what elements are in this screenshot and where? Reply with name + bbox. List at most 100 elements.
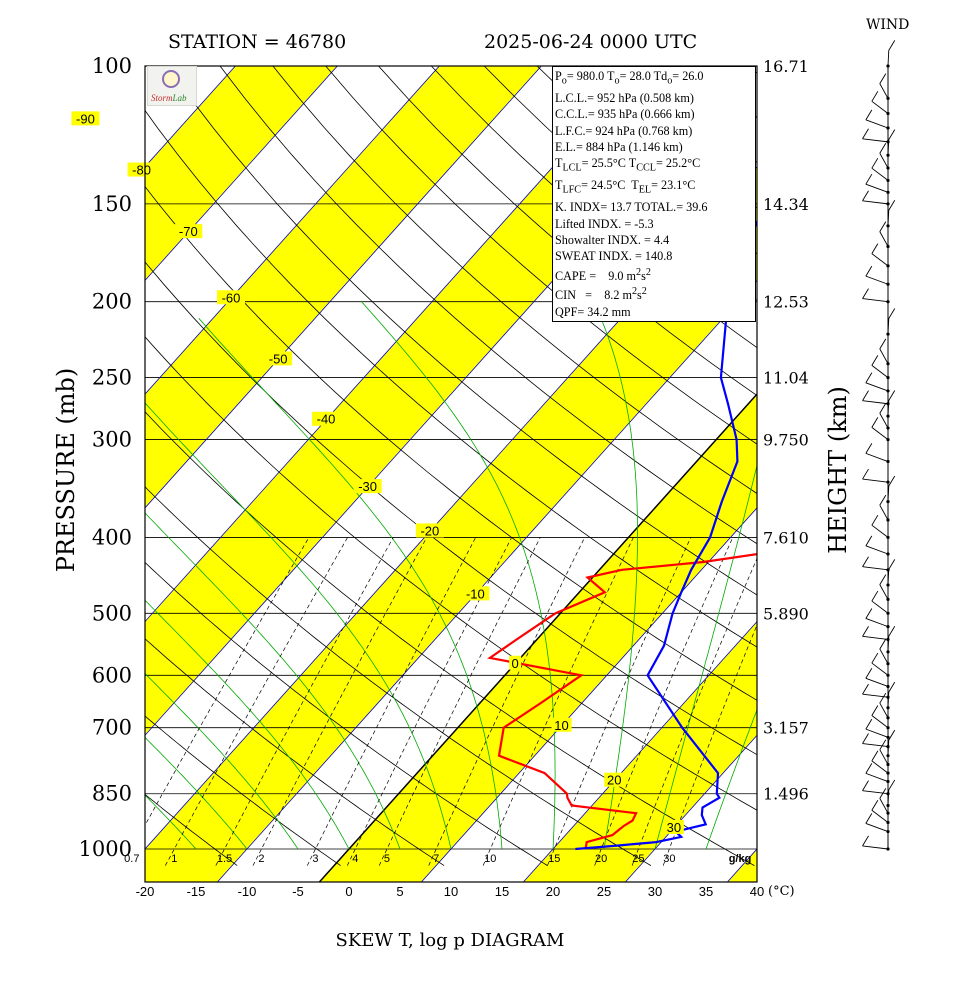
- wind-level-dot: [886, 684, 890, 689]
- wind-barb-feather: [865, 813, 873, 824]
- temperature-tick-label: -15: [187, 884, 206, 899]
- wind-barb-feather: [862, 733, 869, 744]
- mixing-ratio-label: 1: [171, 853, 177, 865]
- lfc-value: L.F.C.= 924 hPa (0.768 km): [555, 123, 693, 138]
- ccl-value: C.C.L.= 935 hPa (0.666 km): [555, 107, 695, 122]
- wind-barb-feather: [871, 417, 879, 428]
- mixing-ratio-line: [215, 537, 394, 866]
- wind-barb-feather: [871, 652, 879, 664]
- seal-icon: [162, 70, 180, 88]
- wind-barb-feather: [862, 288, 869, 299]
- wind-barb-feather: [888, 40, 896, 51]
- wind-barb-feather: [862, 556, 869, 567]
- wind-barb: [887, 692, 890, 708]
- temperature-band: [145, 166, 757, 882]
- wind-level-dot: [886, 552, 890, 556]
- wind-barb-feather: [862, 835, 869, 847]
- height-tick-label: 5.890: [763, 604, 809, 623]
- wind-barb-feather: [888, 200, 896, 211]
- isotherm-label-bg: [461, 586, 490, 601]
- wind-barb-feather: [862, 626, 869, 637]
- wind-barb: [862, 790, 889, 795]
- wind-level-dot: [886, 583, 890, 587]
- moist-adiabat-line: [654, 463, 757, 850]
- isotherm-label: 30: [667, 820, 681, 835]
- isotherm-label: 0: [512, 656, 519, 671]
- wind-barb: [879, 83, 889, 99]
- temperature-tick-label: 10: [444, 884, 458, 899]
- dry-adiabat-line: [166, 66, 757, 596]
- wind-barb-feather: [888, 729, 896, 741]
- wind-barb-feather: [871, 514, 879, 526]
- temperature-tick-label: 15: [495, 884, 509, 899]
- mixing-ratio-label: 10: [484, 853, 496, 865]
- isotherm-label: 10: [554, 718, 568, 733]
- height-tick-label: 1.496: [763, 785, 809, 804]
- surface-values: Po= 980.0 To= 28.0 Tdo= 26.0: [555, 69, 704, 87]
- wind-barb-feather: [879, 403, 887, 414]
- wind-level-dot: [886, 745, 890, 749]
- sweat-index: SWEAT INDX. = 140.8: [555, 249, 673, 264]
- wind-barb: [865, 772, 889, 782]
- wind-barb: [887, 569, 890, 585]
- wind-level-dot: [886, 568, 890, 572]
- wind-barb: [865, 119, 889, 129]
- wind-barb-feather: [888, 475, 896, 487]
- wind-barb: [871, 760, 889, 774]
- showalter-index: Showalter INDX. = 4.4: [555, 232, 670, 247]
- isotherm-line: [145, 66, 440, 395]
- wind-barb: [871, 167, 889, 181]
- isotherm-line: [522, 620, 757, 882]
- mixing-ratio-line: [631, 557, 757, 866]
- isotherm-line: [145, 66, 542, 509]
- wind-barb: [887, 485, 890, 502]
- wind-barb: [862, 400, 889, 405]
- dry-adiabat-line: [145, 186, 757, 701]
- wind-barb: [879, 153, 889, 169]
- wind-barb: [862, 478, 889, 483]
- wind-level-dot: [886, 650, 890, 654]
- wind-barb: [862, 298, 889, 303]
- wind-barb-feather: [865, 718, 873, 730]
- pressure-tick-label: 250: [92, 366, 132, 390]
- wind-barb-feather: [865, 265, 873, 277]
- wind-barb-feather: [879, 338, 887, 350]
- pressure-tick-label: 850: [92, 782, 132, 806]
- cin-value: CIN = 8.2 m2s2: [555, 286, 647, 303]
- mixing-ratio-line: [594, 537, 734, 866]
- wind-barb: [862, 693, 889, 698]
- mixing-ratio-line: [252, 537, 428, 866]
- height-tick-label: 12.53: [763, 293, 809, 312]
- mixing-ratio-label: 0.7: [124, 853, 139, 865]
- wind-barb: [871, 662, 889, 676]
- temperature-tick-label: -20: [136, 884, 155, 899]
- wind-barb: [871, 600, 889, 614]
- dry-adiabat-line: [219, 66, 757, 545]
- temperature-profile: [487, 532, 757, 850]
- axis-labels: 100150200250300400500600700850100016.711…: [71, 54, 809, 899]
- moist-adiabat-line: [145, 512, 401, 850]
- wind-barb: [865, 822, 889, 832]
- wind-barb-feather: [865, 608, 873, 619]
- qpf-value: QPF= 34.2 mm: [555, 304, 631, 319]
- isotherm-label: -90: [76, 111, 95, 126]
- t-lfc-el: TLFC= 24.5°C TEL= 23.1°C: [555, 178, 696, 196]
- wind-barb: [862, 138, 889, 143]
- mixing-ratio-label: 4: [352, 853, 358, 865]
- wind-barb: [865, 545, 889, 555]
- wind-barb: [871, 365, 889, 378]
- moist-adiabat-line: [361, 301, 556, 850]
- isotherm-label-bg: [663, 819, 684, 834]
- lcl-value: L.C.L.= 952 hPa (0.508 km): [555, 90, 694, 105]
- wind-barb-feather: [862, 683, 869, 695]
- wind-barb: [879, 413, 889, 429]
- moist-adiabat-line: [705, 708, 757, 850]
- wind-barb-feather: [879, 692, 887, 704]
- wind-level-dot: [886, 754, 890, 758]
- isotherm-label-bg: [415, 523, 444, 538]
- wind-barb: [865, 618, 889, 628]
- wind-barb-feather: [879, 574, 887, 585]
- station-label: STATION = 46780: [168, 31, 346, 53]
- mixing-ratio-line: [378, 537, 541, 866]
